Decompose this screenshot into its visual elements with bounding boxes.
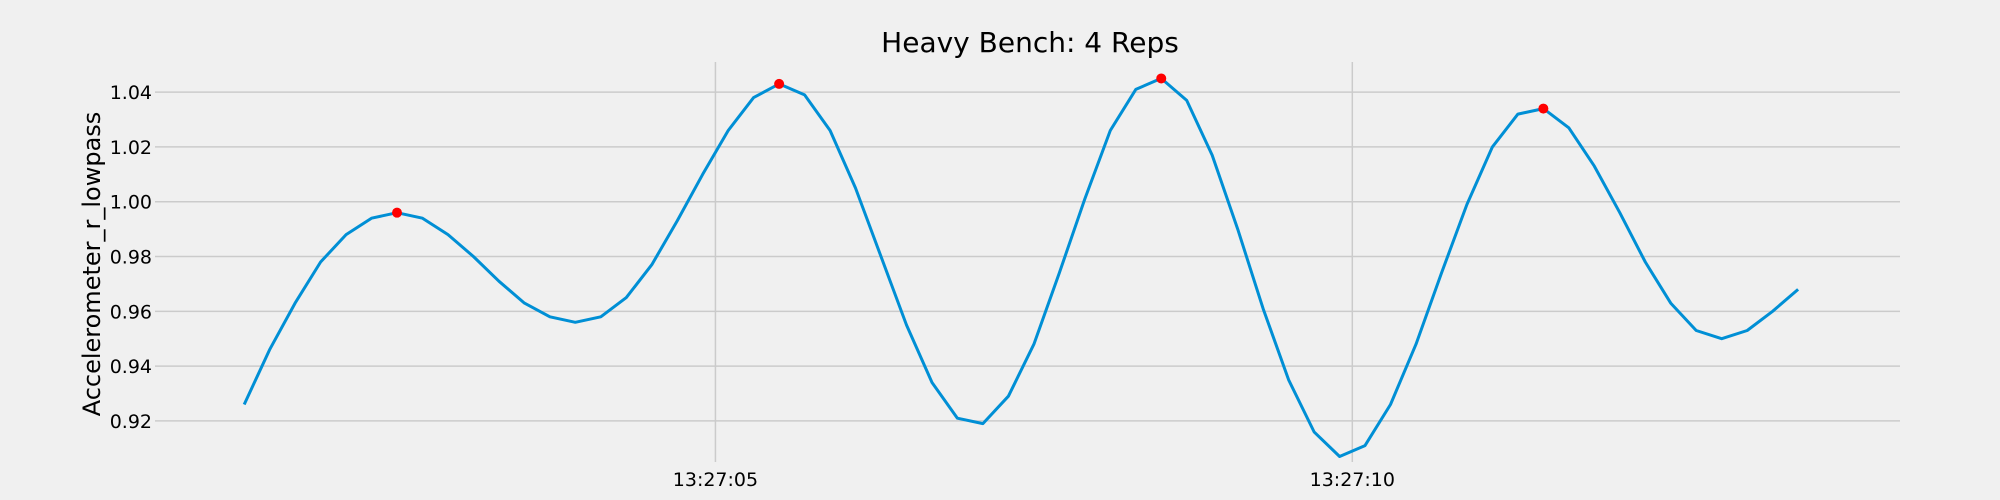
x-tick-label: 13:27:10 (1310, 469, 1395, 491)
gridlines (155, 62, 1900, 462)
peak-marker (1538, 103, 1549, 114)
y-tick-label: 0.98 (110, 247, 152, 269)
y-tick-label: 0.92 (110, 411, 152, 433)
y-tick-label: 1.02 (110, 137, 152, 159)
peak-markers (392, 73, 1549, 218)
x-tick-label: 13:27:05 (673, 469, 758, 491)
y-tick-label: 1.00 (110, 192, 152, 214)
peak-marker (1156, 73, 1167, 84)
peak-marker (392, 207, 403, 218)
y-tick-label: 0.94 (110, 356, 152, 378)
chart-title: Heavy Bench: 4 Reps (881, 26, 1179, 59)
peak-marker (774, 78, 785, 89)
y-axis-label: Accelerometer_r_lowpass (78, 112, 106, 417)
y-tick-label: 1.04 (110, 82, 152, 104)
y-tick-labels: 0.92 0.94 0.96 0.98 1.00 1.02 1.04 (110, 82, 152, 433)
y-tick-label: 0.96 (110, 301, 152, 323)
x-tick-labels: 13:27:05 13:27:10 (673, 469, 1395, 491)
